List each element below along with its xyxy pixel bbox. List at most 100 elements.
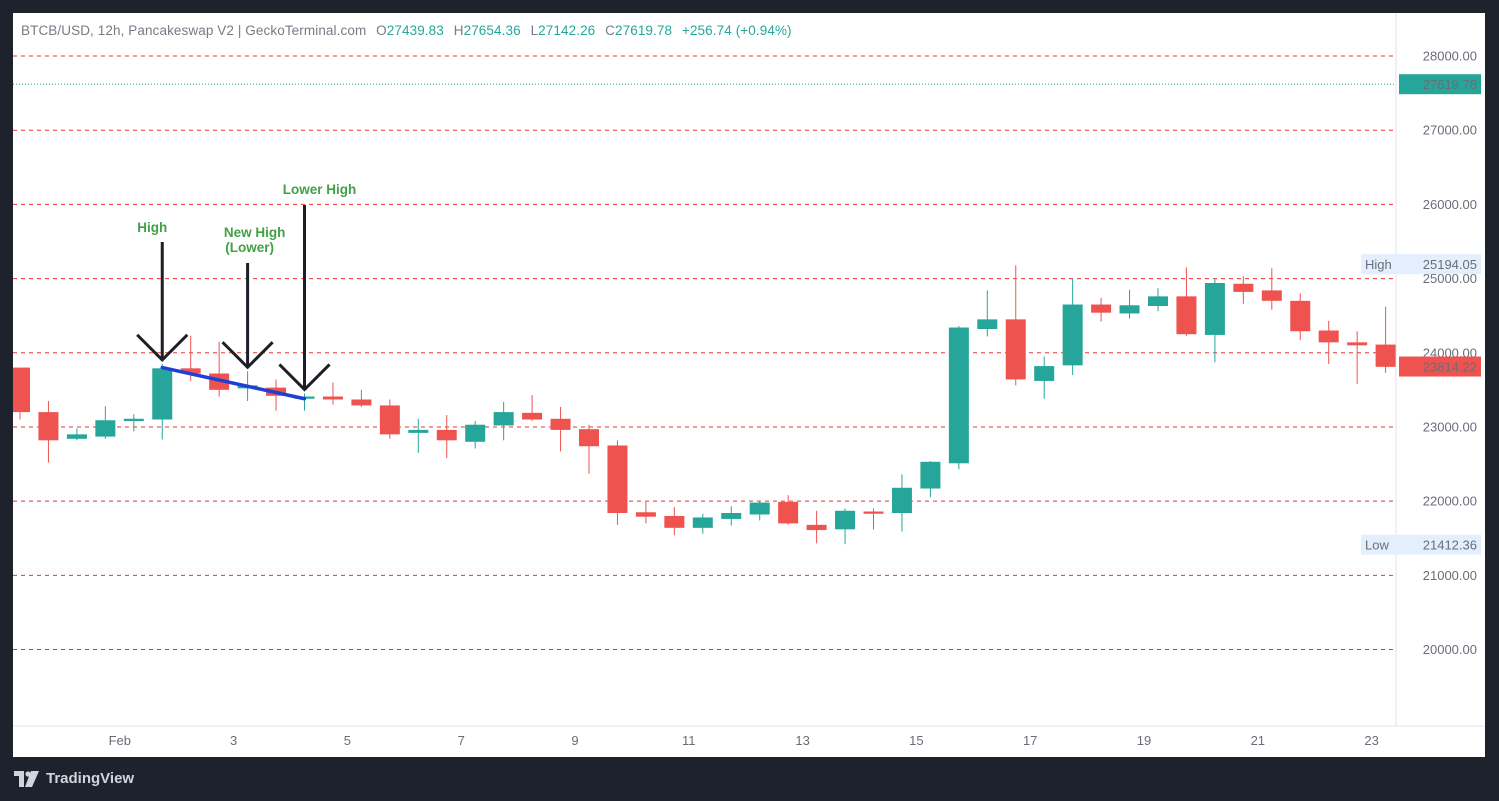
low-value: 27142.26 xyxy=(538,23,596,38)
y-tick-label: 21000.00 xyxy=(1423,568,1477,583)
annotation-arrowhead xyxy=(136,333,189,362)
candle-body[interactable] xyxy=(180,368,201,374)
annotation-label: Lower High xyxy=(283,182,357,197)
high-label-value: 25194.05 xyxy=(1423,257,1477,272)
candle-body[interactable] xyxy=(1204,283,1225,335)
candle-body[interactable] xyxy=(920,461,941,489)
candle-body[interactable] xyxy=(1261,290,1282,301)
y-tick-label: 23000.00 xyxy=(1423,419,1477,434)
open-label: O xyxy=(376,23,387,38)
x-tick-label: 19 xyxy=(1137,733,1151,748)
symbol-header: BTCB/USD, 12h, Pancakeswap V2 | GeckoTer… xyxy=(21,23,792,38)
x-tick-label: 13 xyxy=(795,733,809,748)
candle-body[interactable] xyxy=(1233,283,1254,292)
candle-body[interactable] xyxy=(38,412,59,441)
trendline[interactable] xyxy=(160,365,307,401)
candle-body[interactable] xyxy=(749,502,770,515)
candle-body[interactable] xyxy=(13,367,30,413)
y-tick-label: 22000.00 xyxy=(1423,494,1477,509)
close-label: C xyxy=(605,23,615,38)
change-value: +256.74 (+0.94%) xyxy=(681,23,792,38)
y-tick-label: 24000.00 xyxy=(1423,345,1477,360)
candle-body[interactable] xyxy=(1005,319,1026,380)
brand-name: TradingView xyxy=(46,770,135,787)
annotation-label-line2: (Lower) xyxy=(225,240,274,255)
y-tick-label: 26000.00 xyxy=(1423,197,1477,212)
candle-body[interactable] xyxy=(408,429,429,433)
candle-body[interactable] xyxy=(550,418,571,430)
candle-body[interactable] xyxy=(1091,304,1112,313)
candle-body[interactable] xyxy=(806,524,827,531)
high-label: H xyxy=(453,23,464,38)
candle-body[interactable] xyxy=(1062,304,1083,366)
candle-body[interactable] xyxy=(835,510,856,530)
tradingview-brand[interactable]: TradingView xyxy=(14,770,134,787)
x-tick-label: 21 xyxy=(1251,733,1265,748)
candle-body[interactable] xyxy=(465,424,486,442)
candle-body[interactable] xyxy=(607,445,628,513)
candle-body[interactable] xyxy=(635,512,656,517)
candle-body[interactable] xyxy=(778,501,799,524)
x-tick-label: 23 xyxy=(1364,733,1378,748)
chart-panel[interactable]: 28000.00 27000.00 26000.00 25000.00 24000.00… xyxy=(13,13,1485,757)
candle-body[interactable] xyxy=(1375,344,1396,367)
candle-body[interactable] xyxy=(1347,342,1368,346)
candle-body[interactable] xyxy=(1148,296,1168,307)
symbol-title: BTCB/USD, 12h, Pancakeswap V2 | GeckoTer… xyxy=(21,23,367,38)
high-value: 27654.36 xyxy=(463,23,521,38)
candle-body[interactable] xyxy=(977,319,998,330)
candle-body[interactable] xyxy=(152,368,173,420)
annotation-arrowhead xyxy=(221,341,274,370)
candle-body[interactable] xyxy=(493,412,514,426)
high-label-text: High xyxy=(1365,257,1392,272)
y-tick-label: 28000.00 xyxy=(1423,49,1477,64)
open-value: 27439.83 xyxy=(386,23,444,38)
x-tick-label: 11 xyxy=(682,733,696,748)
low-label-text: Low xyxy=(1365,538,1389,553)
x-tick-label: 5 xyxy=(344,733,351,748)
low-label-box xyxy=(1361,534,1481,555)
x-tick-label: 3 xyxy=(230,733,237,748)
candle-body[interactable] xyxy=(66,434,87,439)
low-label-value: 21412.36 xyxy=(1423,538,1477,553)
annotation-label: High xyxy=(137,220,167,235)
annotation-label: New High xyxy=(224,225,286,240)
candle-body[interactable] xyxy=(95,420,116,437)
candle-body[interactable] xyxy=(948,327,969,464)
candle-body[interactable] xyxy=(1034,366,1055,381)
candle-body[interactable] xyxy=(436,429,457,441)
low-label: L xyxy=(530,23,539,38)
candle-body[interactable] xyxy=(579,429,599,447)
candle-body[interactable] xyxy=(123,418,144,422)
y-tick-label: 20000.00 xyxy=(1423,642,1477,657)
candle-body[interactable] xyxy=(692,517,713,528)
candle-body[interactable] xyxy=(863,511,884,514)
last-price-tag-text: 27619.78 xyxy=(1423,77,1477,92)
x-tick-label: Feb xyxy=(109,733,131,748)
price-chart[interactable]: 28000.00 27000.00 26000.00 25000.00 24000.00… xyxy=(13,13,1485,757)
annotation-arrowhead xyxy=(278,363,331,392)
last-price-tag xyxy=(1399,74,1481,95)
high-label-box xyxy=(1361,254,1481,275)
x-tick-label: 15 xyxy=(909,733,923,748)
candle-body[interactable] xyxy=(1119,305,1140,314)
y-tick-label: 25000.00 xyxy=(1423,271,1477,286)
candle-body[interactable] xyxy=(379,405,400,435)
candle-body[interactable] xyxy=(1176,296,1197,335)
candle-body[interactable] xyxy=(721,512,742,519)
close-value: 27619.78 xyxy=(615,23,673,38)
x-tick-label: 17 xyxy=(1023,733,1037,748)
x-tick-label: 9 xyxy=(571,733,578,748)
x-tick-label: 7 xyxy=(458,733,465,748)
candle-body[interactable] xyxy=(322,396,343,400)
candle-body[interactable] xyxy=(522,412,543,420)
candle-body[interactable] xyxy=(1318,330,1339,343)
candle-body[interactable] xyxy=(1290,300,1311,332)
candle-body[interactable] xyxy=(351,399,372,406)
tradingview-logo-icon xyxy=(14,770,39,787)
y-tick-label: 27000.00 xyxy=(1423,123,1477,138)
candle-body[interactable] xyxy=(664,515,685,528)
candle-body[interactable] xyxy=(891,487,912,513)
current-price-tag xyxy=(1399,356,1481,377)
